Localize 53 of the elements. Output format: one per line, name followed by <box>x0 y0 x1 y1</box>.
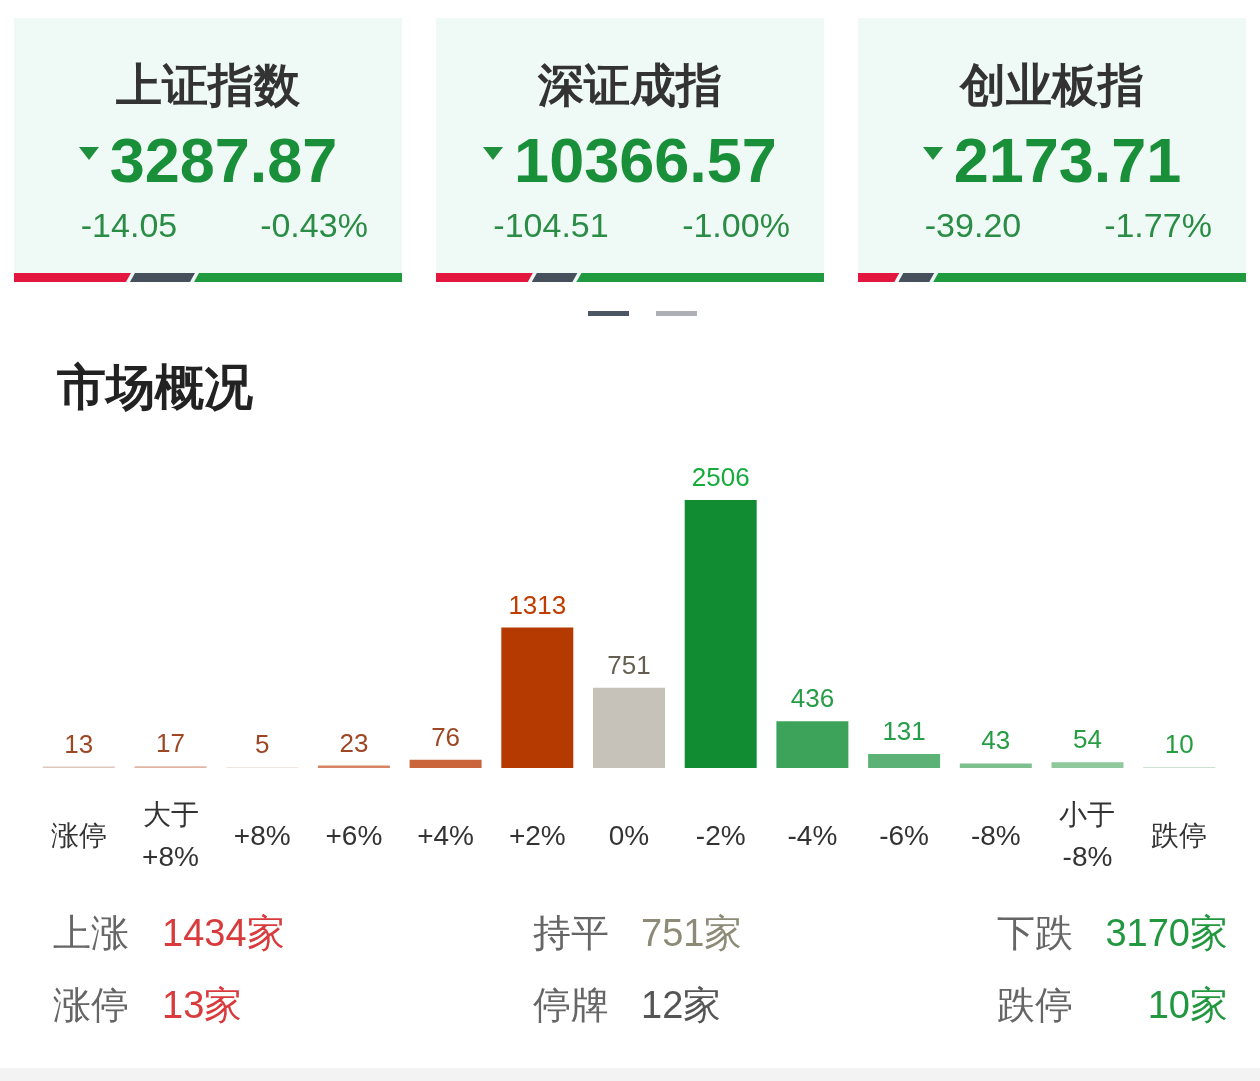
x-tick-label: -6% <box>879 819 929 851</box>
x-tick-label: -2% <box>695 819 746 851</box>
x-tick-label: 0% <box>608 819 650 851</box>
text: 下跌 3170家 <box>997 911 1228 956</box>
data-label: 751 <box>607 649 651 680</box>
text: -0.43% <box>260 205 368 246</box>
text: -1.77% <box>1104 205 1212 246</box>
data-label: 23 <box>339 727 369 758</box>
x-tick-label: +2% <box>508 819 566 851</box>
text: 创业板指 <box>958 58 1145 113</box>
x-tick-label: 涨停 <box>50 819 107 851</box>
text: 3287.87 <box>109 125 338 195</box>
data-label: 5 <box>254 729 270 760</box>
data-label: 13 <box>64 728 94 759</box>
data-label: 10 <box>1164 728 1194 759</box>
bar <box>868 753 941 768</box>
bar <box>1051 762 1124 768</box>
bar <box>684 500 757 768</box>
text: 上涨 1434家 <box>53 911 285 956</box>
data-label: 76 <box>431 721 461 752</box>
data-label: 436 <box>790 683 835 714</box>
data-label: 131 <box>882 715 926 746</box>
data-label: 54 <box>1073 724 1102 755</box>
text: -104.51 <box>493 205 609 246</box>
text: 持平 751家 <box>533 911 743 956</box>
bar <box>409 759 482 768</box>
text: 涨停 13家 <box>53 983 243 1028</box>
text: -1.00% <box>682 205 790 246</box>
text: 上证指数 <box>115 58 301 113</box>
x-tick-label: -8% <box>970 819 1021 851</box>
chart-title: 市场概况 <box>56 360 253 414</box>
bar <box>593 687 665 768</box>
text: 停牌 12家 <box>533 983 722 1028</box>
text: -14.05 <box>80 205 178 246</box>
bar <box>959 763 1032 768</box>
x-tick-label: +6% <box>325 819 383 851</box>
x-tick-label: 大于 +8% <box>142 798 199 872</box>
text: 深证成指 <box>537 58 723 113</box>
x-tick-label: -4% <box>787 819 838 851</box>
text: 2173.71 <box>953 125 1182 195</box>
x-tick-label: 小于 -8% <box>1059 798 1116 872</box>
data-label: 1313 <box>508 589 567 620</box>
data-label: 43 <box>981 725 1011 756</box>
bar <box>501 627 574 768</box>
x-tick-label: +8% <box>233 819 291 851</box>
text: -39.20 <box>924 205 1022 246</box>
text: 跌停 10家 <box>997 984 1228 1026</box>
data-label: 2506 <box>691 462 750 492</box>
text: 10366.57 <box>514 125 777 195</box>
x-tick-label: +4% <box>417 819 475 851</box>
data-label: 17 <box>156 728 185 759</box>
x-tick-label: 跌停 <box>1151 819 1208 851</box>
bar <box>776 721 849 768</box>
